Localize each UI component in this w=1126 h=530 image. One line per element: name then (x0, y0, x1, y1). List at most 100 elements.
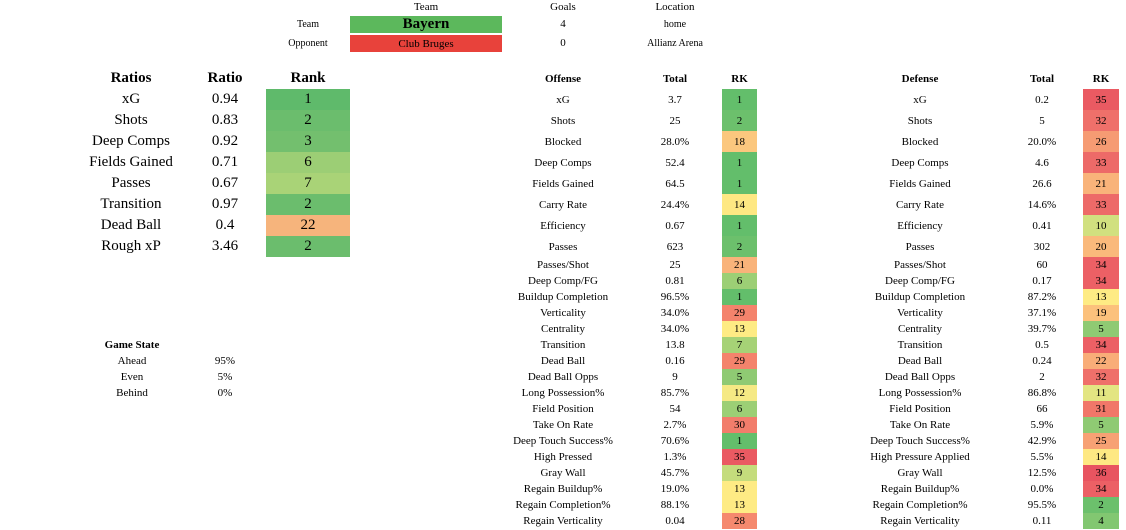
defense-row-label: Dead Ball (897, 355, 943, 367)
defense-row-rank: 10 (1083, 215, 1119, 236)
defense-row-total: 302 (1033, 240, 1051, 253)
defense-row-total: 37.1% (1027, 307, 1057, 319)
defense-row-rank: 14 (1083, 449, 1119, 465)
offense-row-rank: 13 (722, 481, 757, 497)
ratio-row-value: 0.94 (211, 91, 239, 107)
offense-row-rank: 12 (722, 385, 757, 401)
ratio-row-value: 0.97 (211, 196, 239, 212)
defense-row-total: 0.2 (1035, 93, 1049, 106)
location-column-header: Location (655, 1, 695, 13)
ratio-row-rank: 1 (266, 89, 350, 110)
defense-row-total: 0.17 (1032, 275, 1052, 287)
defense-row-rank: 11 (1083, 385, 1119, 401)
offense-header-rank: RK (731, 72, 748, 85)
defense-row-rank: 2 (1083, 497, 1119, 513)
ratio-row-rank: 2 (266, 236, 350, 257)
defense-row-label: Centrality (898, 323, 942, 335)
offense-row-total: 0.04 (665, 515, 685, 527)
defense-row-label: Long Possession% (878, 387, 962, 399)
offense-row-total: 9 (672, 371, 678, 383)
game-state-value: 0% (217, 387, 233, 399)
defense-row-total: 0.11 (1032, 515, 1052, 527)
goals-column-header: Goals (550, 1, 576, 13)
offense-row-label: xG (556, 93, 570, 106)
defense-row-rank: 33 (1083, 152, 1119, 173)
defense-row-label: Verticality (897, 307, 943, 319)
defense-row-label: Regain Buildup% (880, 483, 960, 495)
team-row-label: Team (296, 19, 320, 30)
game-state-label: Behind (116, 387, 148, 399)
offense-row-rank: 1 (722, 152, 757, 173)
ratio-row-value: 0.67 (211, 175, 239, 191)
offense-row-label: Transition (540, 339, 586, 351)
ratio-row-value: 0.92 (211, 133, 239, 149)
defense-row-total: 87.2% (1027, 291, 1057, 303)
offense-row-total: 25 (669, 114, 681, 127)
offense-row-rank: 29 (722, 305, 757, 321)
defense-header-rank: RK (1092, 72, 1110, 85)
defense-row-label: Dead Ball Opps (884, 371, 956, 383)
opponent-row-label: Opponent (288, 38, 328, 49)
game-state-label: Ahead (117, 355, 147, 367)
defense-row-total: 95.5% (1027, 499, 1057, 511)
ratio-row-label: Fields Gained (89, 154, 173, 170)
defense-row-total: 0.5 (1035, 339, 1049, 351)
offense-row-total: 88.1% (660, 499, 690, 511)
offense-row-total: 0.81 (665, 275, 685, 287)
offense-row-total: 64.5 (665, 177, 685, 190)
offense-row-label: Deep Touch Success% (513, 435, 613, 447)
offense-row-label: Centrality (541, 323, 585, 335)
ratio-row-rank: 3 (266, 131, 350, 152)
offense-row-rank: 1 (722, 289, 757, 305)
defense-row-label: High Pressure Applied (870, 451, 970, 463)
ratios-header-label: Ratios (110, 70, 152, 86)
defense-row-rank: 36 (1083, 465, 1119, 481)
offense-row-label: Regain Completion% (515, 499, 611, 511)
ratio-row-rank: 2 (266, 194, 350, 215)
offense-row-label: Deep Comp/FG (528, 275, 598, 287)
offense-row-label: Buildup Completion (517, 291, 609, 303)
offense-row-rank: 35 (722, 449, 757, 465)
offense-row-total: 2.7% (663, 419, 687, 431)
defense-row-label: Take On Rate (889, 419, 951, 431)
offense-row-rank: 1 (722, 433, 757, 449)
defense-row-rank: 34 (1083, 257, 1119, 273)
defense-row-rank: 34 (1083, 337, 1119, 353)
offense-row-label: Dead Ball Opps (527, 371, 599, 383)
defense-row-rank: 13 (1083, 289, 1119, 305)
defense-row-label: Passes/Shot (894, 259, 946, 271)
defense-row-rank: 19 (1083, 305, 1119, 321)
defense-header-label: Defense (901, 72, 939, 85)
offense-row-rank: 5 (722, 369, 757, 385)
defense-row-label: xG (913, 93, 927, 106)
offense-row-rank: 13 (722, 321, 757, 337)
defense-row-total: 14.6% (1027, 198, 1057, 211)
offense-row-total: 0.67 (665, 219, 685, 232)
offense-row-total: 1.3% (663, 451, 687, 463)
offense-row-label: Dead Ball (540, 355, 586, 367)
defense-row-label: Efficiency (897, 219, 943, 232)
offense-row-label: Carry Rate (539, 198, 587, 211)
opponent-goals: 0 (560, 37, 566, 49)
defense-row-total: 5.5% (1030, 451, 1054, 463)
ratio-row-value: 0.71 (211, 154, 239, 170)
defense-row-rank: 35 (1083, 89, 1119, 110)
defense-row-rank: 34 (1083, 273, 1119, 289)
defense-row-label: Fields Gained (889, 177, 951, 190)
defense-row-label: Buildup Completion (874, 291, 966, 303)
offense-row-rank: 2 (722, 236, 757, 257)
ratio-row-label: Deep Comps (92, 133, 170, 149)
defense-row-total: 20.0% (1027, 135, 1057, 148)
defense-row-label: Deep Comps (891, 156, 949, 169)
offense-row-label: Shots (550, 114, 576, 127)
offense-row-rank: 6 (722, 401, 757, 417)
offense-row-rank: 7 (722, 337, 757, 353)
defense-row-rank: 32 (1083, 110, 1119, 131)
offense-row-rank: 13 (722, 497, 757, 513)
defense-row-rank: 31 (1083, 401, 1119, 417)
offense-row-rank: 18 (722, 131, 757, 152)
defense-row-label: Shots (907, 114, 933, 127)
offense-row-label: Passes/Shot (537, 259, 589, 271)
offense-row-label: Take On Rate (532, 419, 594, 431)
offense-row-total: 85.7% (660, 387, 690, 399)
